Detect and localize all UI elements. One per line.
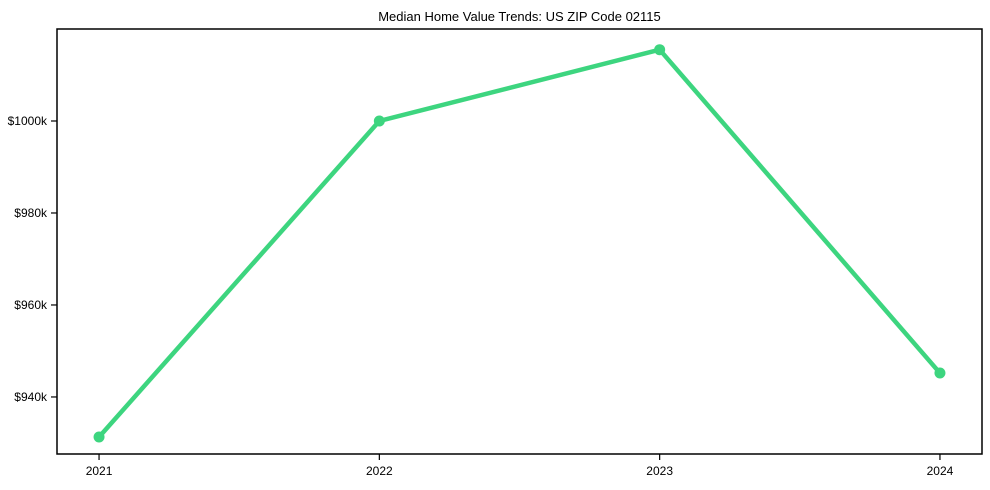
x-tick-label: 2022 <box>366 464 393 478</box>
plot-area-border <box>56 28 983 455</box>
data-point-marker <box>654 44 666 56</box>
trend-line <box>96 47 943 440</box>
x-axis: 2021 2022 2023 2024 <box>86 454 954 478</box>
data-point-marker <box>934 367 946 379</box>
x-tick-label: 2021 <box>86 464 113 478</box>
chart-title: Median Home Value Trends: US ZIP Code 02… <box>378 9 661 24</box>
y-tick-label: $940k <box>14 390 48 404</box>
data-point-marker <box>93 431 105 443</box>
y-tick-label: $1000k <box>8 114 48 128</box>
y-tick-label: $960k <box>14 298 48 312</box>
trend-line-series <box>93 44 946 443</box>
y-tick-label: $980k <box>14 206 48 220</box>
x-tick-label: 2023 <box>646 464 673 478</box>
y-axis: $940k $960k $980k $1000k <box>8 114 57 404</box>
data-point-marker <box>373 115 385 127</box>
x-tick-label: 2024 <box>927 464 954 478</box>
